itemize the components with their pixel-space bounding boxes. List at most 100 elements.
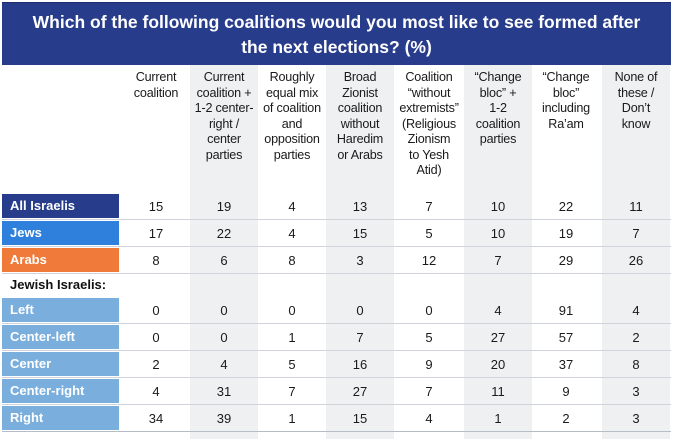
table-cell: 27 bbox=[490, 330, 506, 345]
column-header: Current coalition +1-2 center-right / cent… bbox=[190, 70, 258, 163]
column-header-line: Don’t bbox=[621, 101, 651, 115]
column-header: Coalition “without extremists” (Religious Zi… bbox=[395, 70, 463, 179]
column-header-line: Broad bbox=[343, 70, 377, 84]
column-header-line: right / bbox=[208, 116, 240, 131]
table-cell: 3 bbox=[356, 253, 364, 268]
chart-title-line-2: the next elections? (%) bbox=[241, 37, 432, 57]
table-cell: 4 bbox=[288, 226, 296, 241]
table-cell: 3 bbox=[632, 411, 640, 426]
table-cell: 0 bbox=[356, 303, 364, 318]
column-header-line: Coalition bbox=[405, 70, 453, 84]
table-cell: 7 bbox=[288, 384, 296, 399]
table-cell: 7 bbox=[425, 384, 433, 399]
row-label: Right bbox=[2, 406, 119, 430]
column-header-line: “Change bbox=[542, 70, 590, 84]
table-cell: 4 bbox=[632, 303, 640, 318]
column-header: Current coalition bbox=[122, 70, 190, 101]
row-divider bbox=[2, 246, 671, 247]
row-divider bbox=[2, 404, 671, 405]
table-cell: 1 bbox=[494, 411, 502, 426]
table-cell: 26 bbox=[628, 253, 644, 268]
table-cell: 3 bbox=[632, 384, 640, 399]
column-header-line: parties bbox=[205, 147, 243, 162]
column-header-line: Current bbox=[203, 70, 245, 84]
table-cell: 2 bbox=[562, 411, 570, 426]
table-cell: 1 bbox=[288, 411, 296, 426]
column-header-line: parties bbox=[273, 147, 311, 162]
column-header: None of these / Don’t know bbox=[602, 70, 670, 132]
row-label: All Israelis bbox=[2, 194, 119, 218]
table-cell: 22 bbox=[558, 199, 574, 214]
section-label: Jewish Israelis: bbox=[10, 277, 107, 292]
table-cell: 57 bbox=[558, 330, 574, 345]
column-shade bbox=[190, 65, 258, 439]
column-header-line: coalition bbox=[337, 101, 383, 115]
column-header-line: Haredim bbox=[336, 132, 384, 146]
table-cell: 15 bbox=[148, 199, 164, 214]
column-shade bbox=[464, 65, 532, 439]
column-header-line: center bbox=[207, 132, 241, 146]
column-header-line: or Arabs bbox=[337, 147, 383, 162]
column-header-line: Zionist bbox=[342, 85, 378, 100]
table-cell: 5 bbox=[288, 357, 296, 372]
row-label: Left bbox=[2, 298, 119, 322]
table-cell: 4 bbox=[288, 199, 296, 214]
table-cell: 5 bbox=[425, 330, 433, 345]
table-cell: 37 bbox=[558, 357, 574, 372]
table-cell: 4 bbox=[220, 357, 228, 372]
column-header-line: these / bbox=[617, 85, 655, 100]
table-cell: 8 bbox=[152, 253, 160, 268]
table-cell: 19 bbox=[558, 226, 574, 241]
table-cell: 8 bbox=[632, 357, 640, 372]
table-cell: 2 bbox=[152, 357, 160, 372]
table-cell: 11 bbox=[491, 384, 505, 399]
table-cell: 0 bbox=[152, 303, 160, 318]
row-divider bbox=[2, 323, 671, 324]
row-label: Jews bbox=[2, 221, 119, 245]
column-header-line: “without bbox=[407, 85, 451, 100]
row-label: Arabs bbox=[2, 248, 119, 272]
column-header-line: Zionism bbox=[407, 132, 451, 146]
table-cell: 7 bbox=[494, 253, 502, 268]
column-header-line: Roughly bbox=[269, 70, 315, 84]
table-cell: 17 bbox=[148, 226, 164, 241]
table-cell: 11 bbox=[629, 199, 643, 214]
table-cell: 5 bbox=[425, 226, 433, 241]
table-cell: 9 bbox=[562, 384, 570, 399]
table-cell: 13 bbox=[352, 199, 368, 214]
column-header-line: extremists” bbox=[399, 101, 459, 115]
table-cell: 15 bbox=[352, 411, 368, 426]
column-header-line: know bbox=[621, 116, 651, 131]
table-cell: 6 bbox=[220, 253, 228, 268]
column-header-line: opposition bbox=[264, 132, 320, 146]
column-shade bbox=[326, 65, 394, 439]
table-cell: 4 bbox=[494, 303, 502, 318]
table-cell: 27 bbox=[352, 384, 368, 399]
table-cell: 0 bbox=[220, 303, 228, 318]
row-divider bbox=[2, 273, 671, 274]
table-bottom-border bbox=[2, 431, 671, 432]
table-cell: 4 bbox=[152, 384, 160, 399]
row-divider bbox=[2, 350, 671, 351]
column-header-line: parties bbox=[479, 132, 517, 146]
table-cell: 22 bbox=[216, 226, 232, 241]
column-header-line: of coalition bbox=[263, 101, 321, 115]
table-cell: 10 bbox=[490, 199, 506, 214]
chart-title: Which of the following coalitions would … bbox=[2, 2, 671, 65]
column-header-line: None of bbox=[614, 70, 658, 84]
table-cell: 0 bbox=[220, 330, 228, 345]
table-cell: 7 bbox=[425, 199, 433, 214]
table-cell: 10 bbox=[490, 226, 506, 241]
table-cell: 34 bbox=[148, 411, 164, 426]
table-cell: 0 bbox=[288, 303, 296, 318]
column-header: “Change bloc” +1-2 coalition parties bbox=[464, 70, 532, 148]
column-header-line: Atid) bbox=[416, 163, 442, 177]
table-cell: 29 bbox=[558, 253, 574, 268]
table-cell: 20 bbox=[490, 357, 506, 372]
table-cell: 15 bbox=[352, 226, 368, 241]
table-cell: 4 bbox=[425, 411, 433, 426]
table-cell: 8 bbox=[288, 253, 296, 268]
table-cell: 19 bbox=[216, 199, 232, 214]
chart-title-line-1: Which of the following coalitions would … bbox=[32, 12, 641, 32]
column-header-line: including bbox=[542, 101, 590, 115]
